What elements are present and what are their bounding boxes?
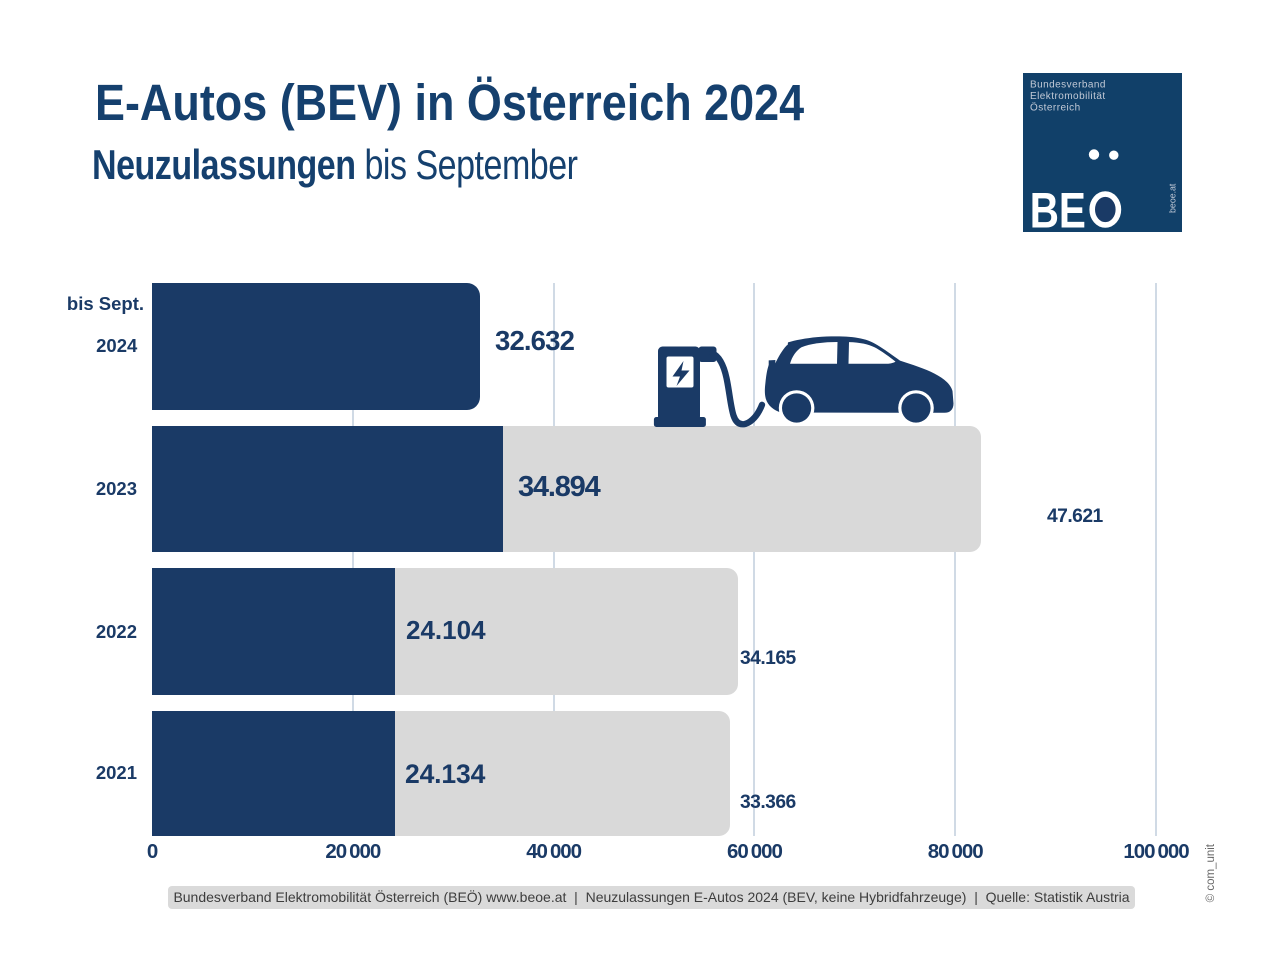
svg-text:BE: BE: [1030, 183, 1086, 232]
svg-text:Bundesverband: Bundesverband: [1030, 80, 1106, 91]
svg-text:Österreich: Österreich: [1030, 101, 1081, 113]
svg-text:Elektromobilität: Elektromobilität: [1030, 91, 1106, 102]
svg-text:beoe.at: beoe.at: [1168, 183, 1178, 213]
